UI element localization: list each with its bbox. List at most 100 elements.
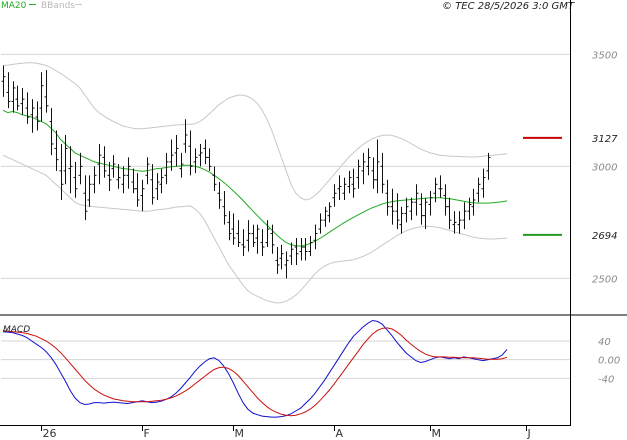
ohlc-bar [193, 148, 198, 174]
ohlc-bar [44, 70, 49, 113]
macd-axis-ticks: 40 0.00 -40 [598, 337, 620, 385]
ohlc-bar [457, 211, 462, 234]
ohlc-bar [471, 188, 476, 216]
ohlc-bar [438, 175, 443, 198]
ohlc-bar [6, 72, 11, 109]
ohlc-bar [126, 157, 131, 189]
panel-frames [0, 0, 627, 426]
ohlc-bar [59, 143, 64, 200]
bollinger-lower-line [2, 154, 508, 304]
ohlc-bar [323, 206, 328, 227]
ohlc-bar [251, 224, 256, 248]
ohlc-bar [102, 146, 107, 178]
price-gridlines [1, 53, 570, 279]
ohlc-bar [443, 184, 448, 216]
ohlc-bar [241, 229, 246, 256]
ohlc-bar [318, 213, 323, 234]
ohlc-bar [131, 168, 136, 194]
ohlc-bar [390, 188, 395, 225]
ohlc-bar [452, 211, 457, 234]
ohlc-bar [49, 108, 54, 156]
ohlc-bar [299, 238, 304, 261]
ohlc-bar [54, 130, 59, 171]
ohlc-bar [217, 182, 222, 209]
ohlc-bar [337, 175, 342, 200]
signal-line [2, 327, 508, 417]
chart-legend: MA20 BBands [1, 1, 82, 11]
ohlc-bar [207, 148, 212, 171]
ohlc-bar [255, 224, 260, 254]
ohlc-bar [150, 164, 155, 205]
ohlc-bar [414, 184, 419, 216]
ohlc-bar [73, 161, 78, 198]
ohlc-bar [308, 235, 313, 256]
ohlc-bar [30, 99, 35, 133]
ohlc-bar [25, 92, 30, 124]
ohlc-bar [111, 155, 116, 178]
ohlc-bar [78, 152, 83, 185]
ohlc-bar [481, 168, 486, 198]
x-tick-label: F [144, 427, 150, 440]
ohlc-bar [222, 191, 227, 225]
ohlc-bar [212, 166, 217, 192]
ohlc-bar [279, 244, 284, 270]
ohlc-bar [183, 119, 188, 153]
ohlc-bar [275, 247, 280, 274]
ohlc-bar [188, 130, 193, 176]
ma-legend-label: MA20 [1, 1, 27, 11]
ohlc-bar [356, 159, 361, 189]
ohlc-bar [116, 164, 121, 189]
ohlc-bar [265, 220, 270, 248]
x-tick-label: 26 [43, 427, 57, 440]
ohlc-bar [395, 193, 400, 230]
macd-panel-title: MACD [3, 325, 30, 335]
ma20-path [2, 109, 508, 247]
macd-gridlines [1, 340, 570, 379]
ohlc-bar [423, 197, 428, 230]
macd-tick-label: 40 [598, 337, 611, 348]
ohlc-bar [107, 161, 112, 192]
macd-tick-label: -40 [598, 374, 614, 385]
x-tick-label: A [336, 427, 344, 440]
ohlc-bar [83, 175, 88, 221]
bollinger-bands [2, 62, 508, 304]
macd-lines [2, 319, 508, 418]
ohlc-bar [198, 143, 203, 167]
ohlc-bar [476, 177, 481, 203]
ohlc-bar [140, 179, 145, 212]
ohlc-bar [313, 224, 318, 250]
price-tick-label: 3500 [592, 50, 617, 61]
ohlc-bar [447, 197, 452, 230]
ohlc-bar [303, 238, 308, 261]
ohlc-bar [409, 197, 414, 221]
ohlc-bar [92, 166, 97, 194]
macd-tick-label: 0.00 [598, 356, 620, 367]
ohlc-bar [385, 179, 390, 216]
ohlc-bar [332, 184, 337, 207]
ohlc-bar [169, 139, 174, 171]
ohlc-bar [270, 224, 275, 254]
ohlc-bar [39, 72, 44, 122]
ohlc-bar [121, 166, 126, 194]
x-tick-label: M [432, 427, 442, 440]
x-tick-label: J [527, 427, 531, 440]
macd-line [2, 319, 508, 418]
x-axis: 26 F M A M J [41, 425, 531, 440]
ohlc-bar [342, 177, 347, 200]
ohlc-bar [87, 175, 92, 207]
ohlc-bar [15, 85, 20, 111]
ohlc-bar [260, 229, 265, 256]
ohlc-bar [347, 170, 352, 194]
macd-panel: 40 0.00 -40 MACD [1, 319, 620, 418]
ohlc-bar [68, 146, 73, 194]
bbands-legend-label: BBands [41, 1, 75, 11]
ohlc-bar [467, 197, 472, 221]
ohlc-bar [231, 213, 236, 245]
ohlc-bar [284, 251, 289, 279]
ohlc-bar [428, 191, 433, 216]
ohlc-bar [159, 168, 164, 194]
ohlc-bar [433, 177, 438, 203]
ohlc-bar [462, 202, 467, 230]
ma20-line [2, 109, 508, 247]
